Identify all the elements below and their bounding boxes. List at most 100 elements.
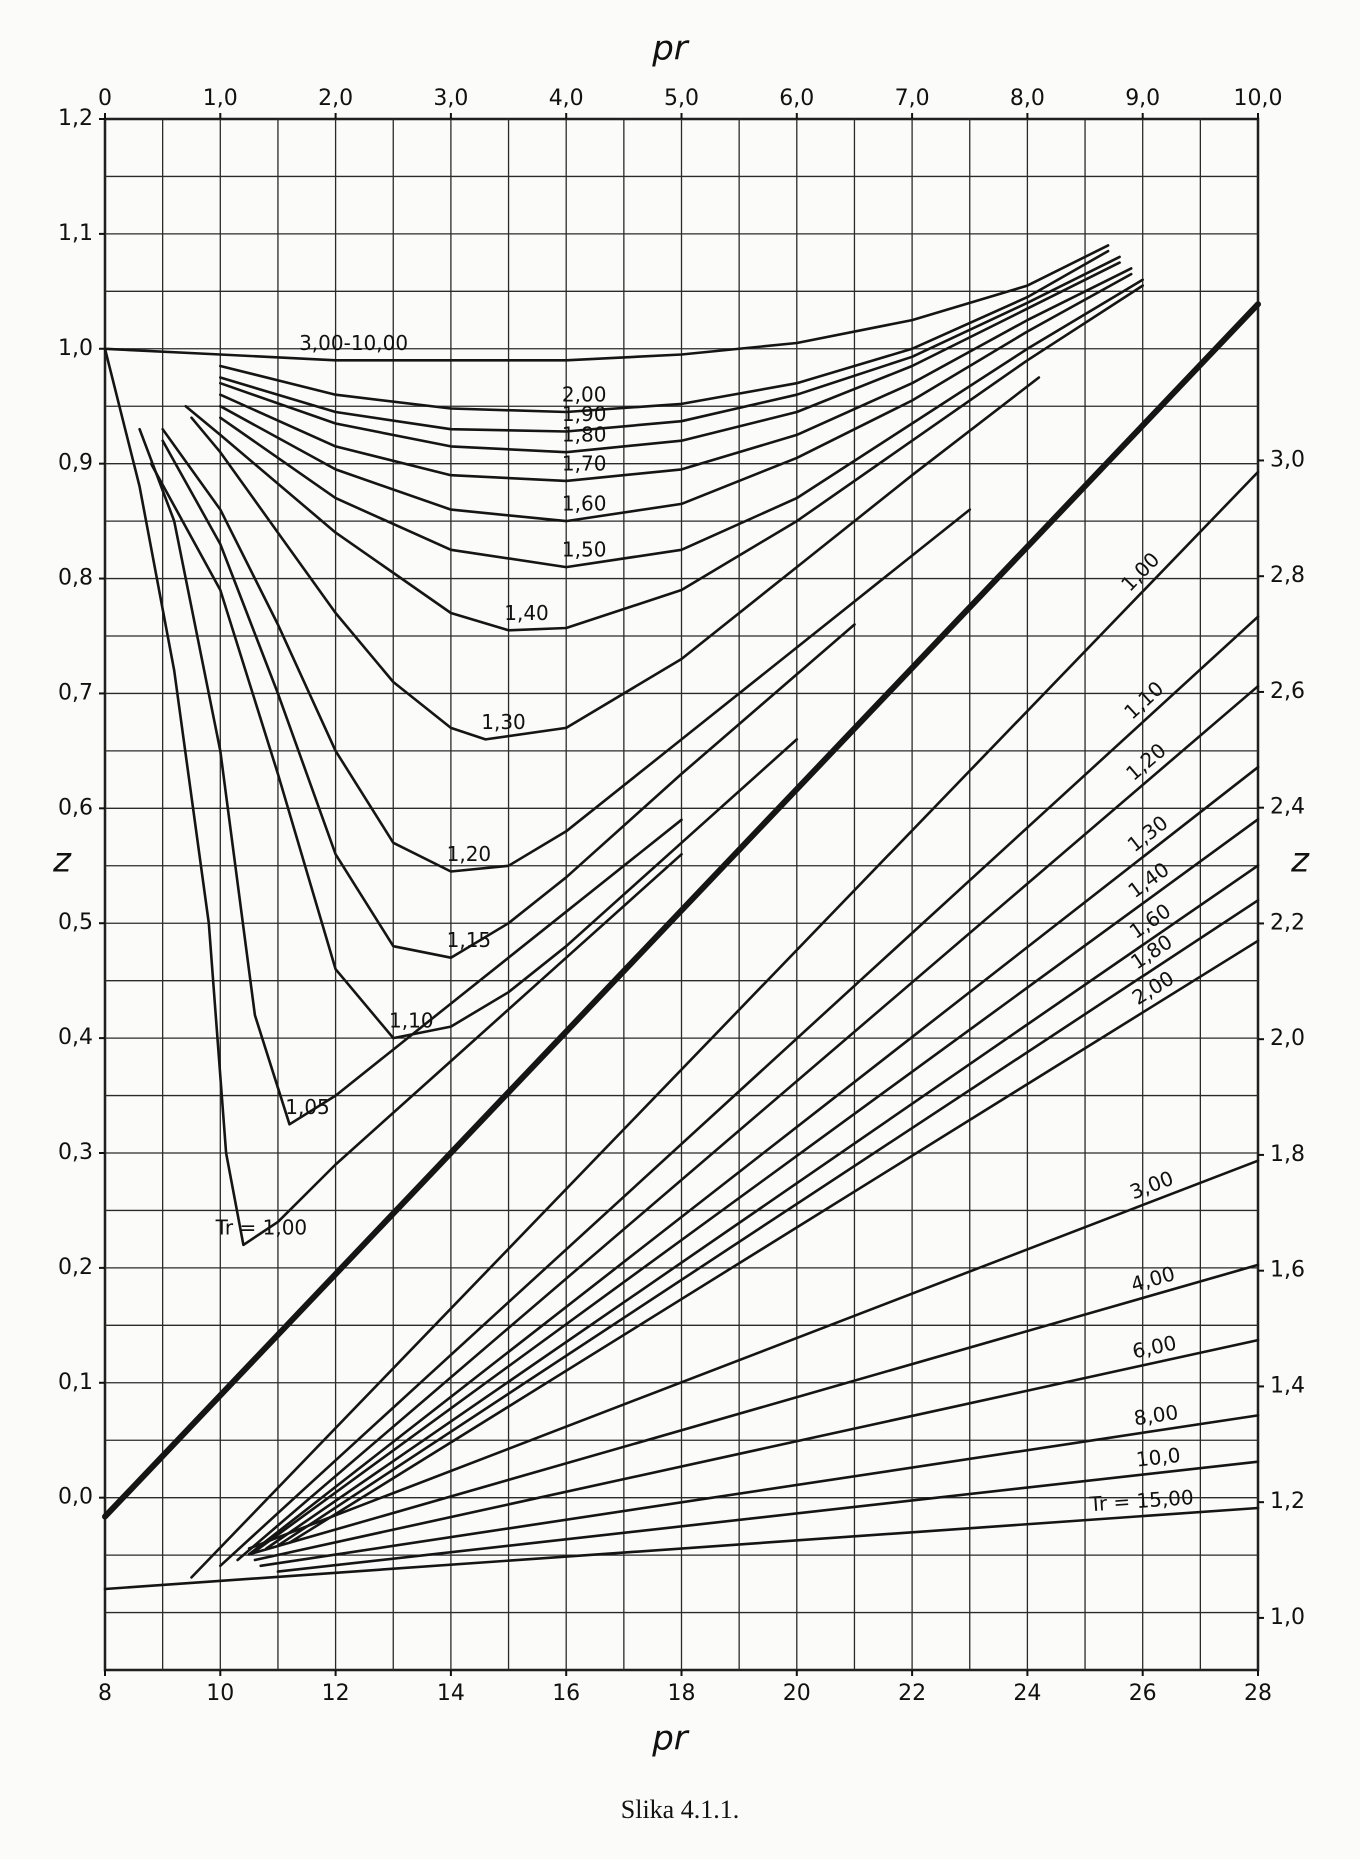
- curve: [161, 427, 972, 873]
- x-tick-label: 24: [1013, 1681, 1041, 1706]
- curve-label: 1,00: [1116, 547, 1164, 596]
- x-tick-label: 7,0: [895, 86, 930, 111]
- curve: [219, 255, 1121, 433]
- curve: [265, 864, 1260, 1550]
- curve-label: 1,70: [562, 451, 607, 475]
- curve-label: 3,00-10,00: [299, 331, 408, 355]
- y-tick-label: 2,0: [1270, 1026, 1305, 1051]
- x-tick-label: 9,0: [1125, 86, 1160, 111]
- y-tick-label: 0,8: [58, 566, 93, 591]
- curve: [276, 899, 1260, 1547]
- curve-label: 1,20: [1121, 738, 1170, 785]
- curve: [219, 261, 1121, 454]
- curve-label: 3,00: [1126, 1166, 1176, 1204]
- curve: [276, 1460, 1260, 1573]
- curve-label: 1,40: [1123, 857, 1173, 903]
- y-tick-label: 0,4: [58, 1025, 93, 1050]
- x-tick-label: 0: [98, 86, 112, 111]
- y-tick-label: 2,8: [1270, 563, 1305, 588]
- y-tick-label: 1,0: [1270, 1605, 1305, 1630]
- curve-label: 1,10: [389, 1009, 434, 1033]
- y-tick-label: 1,2: [58, 106, 93, 131]
- curve-label: 8,00: [1132, 1400, 1180, 1430]
- curve: [138, 427, 683, 1126]
- curve: [161, 439, 856, 959]
- curve: [190, 376, 1041, 741]
- curve-label: Tr = 15,00: [1088, 1485, 1195, 1516]
- curve: [219, 615, 1260, 1568]
- curve-label: 10,0: [1135, 1443, 1182, 1472]
- x-tick-label: 10: [206, 1681, 234, 1706]
- y-axis-title: z: [1290, 841, 1310, 881]
- curve: [219, 267, 1133, 483]
- x-tick-label: 4,0: [549, 86, 584, 111]
- x-axis-title: pr: [651, 1719, 690, 1759]
- curve-label: 1,10: [1119, 676, 1168, 724]
- curve-label: 1,90: [562, 402, 607, 426]
- y-axis-title: z: [52, 841, 72, 881]
- curve: [236, 684, 1260, 1562]
- curve: [247, 765, 1260, 1556]
- curve: [149, 462, 799, 1040]
- curve-label: 1,20: [447, 842, 492, 866]
- x-tick-label: 12: [322, 1681, 350, 1706]
- curve: [219, 278, 1144, 569]
- curve: [259, 1414, 1260, 1568]
- curve: [219, 272, 1133, 523]
- y-tick-label: 1,2: [1270, 1489, 1305, 1514]
- y-tick-label: 0,3: [58, 1140, 93, 1165]
- caption: Slika 4.1.1.: [621, 1795, 739, 1824]
- curve-label: Tr = 1,00: [215, 1215, 308, 1239]
- curve: [253, 1338, 1260, 1562]
- x-tick-label: 2,0: [318, 86, 353, 111]
- x-tick-label: 28: [1244, 1681, 1272, 1706]
- y-tick-label: 1,6: [1270, 1258, 1305, 1283]
- x-axis-title: pr: [651, 29, 690, 69]
- curve: [247, 1159, 1260, 1550]
- x-tick-label: 26: [1129, 1681, 1157, 1706]
- y-tick-label: 0,2: [58, 1255, 93, 1280]
- curve: [103, 347, 683, 1247]
- curve-label: 2,00: [562, 383, 607, 407]
- x-tick-label: 8: [98, 1681, 112, 1706]
- y-tick-label: 1,0: [58, 336, 93, 361]
- y-tick-label: 0,0: [58, 1485, 93, 1510]
- curve: [247, 1263, 1260, 1556]
- x-tick-label: 6,0: [779, 86, 814, 111]
- curve-label: 2,00: [1128, 966, 1178, 1010]
- curve-label: 1,15: [447, 928, 492, 952]
- x-tick-label: 1,0: [203, 86, 238, 111]
- x-tick-label: 14: [437, 1681, 465, 1706]
- curve: [288, 939, 1260, 1544]
- y-tick-label: 0,9: [58, 451, 93, 476]
- curve: [253, 818, 1260, 1553]
- curve-label: 1,40: [504, 601, 549, 625]
- x-tick-label: 22: [898, 1681, 926, 1706]
- x-tick-label: 16: [552, 1681, 580, 1706]
- y-tick-label: 3,0: [1270, 447, 1305, 472]
- y-tick-label: 2,2: [1270, 910, 1305, 935]
- curve-label: 1,80: [562, 423, 607, 447]
- curve: [103, 244, 1110, 362]
- y-tick-label: 0,5: [58, 910, 93, 935]
- x-tick-label: 10,0: [1234, 86, 1283, 111]
- curve: [102, 301, 1261, 1520]
- curve: [184, 284, 1144, 632]
- x-tick-label: 8,0: [1010, 86, 1045, 111]
- y-tick-label: 1,8: [1270, 1142, 1305, 1167]
- x-tick-label: 3,0: [433, 86, 468, 111]
- curve: [190, 470, 1260, 1579]
- curve-label: 1,60: [562, 492, 607, 516]
- curve-label: 1,30: [481, 710, 526, 734]
- y-tick-label: 0,6: [58, 795, 93, 820]
- y-tick-label: 2,6: [1270, 679, 1305, 704]
- curve-label: 1,50: [562, 538, 607, 562]
- y-tick-label: 0,1: [58, 1370, 93, 1395]
- curve-label: 1,30: [1123, 810, 1173, 856]
- y-tick-label: 1,4: [1270, 1373, 1305, 1398]
- curve: [103, 1506, 1260, 1591]
- x-tick-label: 20: [783, 1681, 811, 1706]
- x-tick-label: 18: [668, 1681, 696, 1706]
